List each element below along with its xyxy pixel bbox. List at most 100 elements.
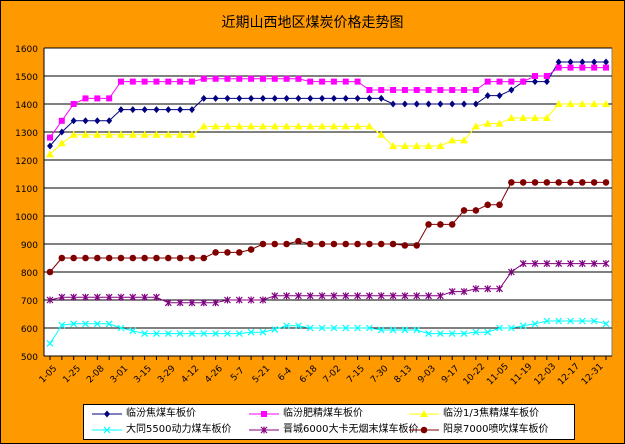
circle-marker [188,254,196,262]
square-marker [248,75,255,82]
x-marker [58,321,66,329]
triangle-marker [116,130,125,138]
star-marker [555,260,563,268]
x-tick-label: 2-08 [85,364,107,386]
circle-marker [519,179,527,186]
triangle-marker [223,122,232,130]
square-marker [261,411,267,417]
square-marker [330,78,337,85]
triangle-marker [199,122,208,130]
x-marker [330,324,338,332]
square-marker [141,78,148,85]
star-marker [436,292,444,300]
triangle-marker [566,100,575,107]
square-marker [224,75,231,82]
diamond-marker [413,100,420,108]
square-marker [319,78,326,85]
triangle-marker [420,410,428,417]
x-tick-label: 6-18 [298,364,320,386]
x-marker [164,330,172,338]
x-marker [401,326,409,334]
legend-label: 临汾1/3焦精煤车板价 [443,408,540,419]
diamond-marker [153,106,160,114]
star-marker [365,292,373,300]
square-marker [591,64,598,71]
circle-marker [543,179,551,186]
square-marker [532,73,539,79]
star-marker [342,292,350,300]
star-marker [46,296,54,304]
triangle-marker [211,122,220,130]
triangle-marker [353,122,362,130]
triangle-marker [176,130,185,138]
star-marker [259,296,267,304]
x-tick-label: 11-19 [509,362,535,388]
x-marker [70,320,78,328]
x-marker [105,320,113,328]
y-tick-label: 800 [21,269,38,279]
circle-marker [247,246,255,253]
triangle-marker [270,122,279,130]
circle-marker [271,240,279,248]
circle-marker [508,179,515,186]
x-marker [472,328,480,336]
circle-marker [354,240,361,248]
y-tick-label: 1400 [15,101,38,111]
y-tick-label: 700 [21,297,38,307]
circle-marker [389,240,397,248]
x-tick-label: 12-17 [556,362,582,388]
diamond-marker [129,106,136,114]
star-marker [260,426,268,434]
square-marker [259,75,266,82]
diamond-marker [248,94,255,102]
star-marker [70,293,78,301]
legend-label: 大同5500动力煤车板价 [126,424,232,435]
star-marker [295,292,302,300]
circle-marker [235,249,243,256]
star-marker [224,296,231,304]
square-marker [106,95,113,102]
diamond-marker [461,100,468,108]
triangle-marker [554,100,563,107]
y-tick-label: 900 [21,241,38,251]
square-marker [200,75,207,82]
square-marker [413,87,420,93]
x-marker [295,322,302,330]
star-marker [176,299,184,307]
circle-marker [590,179,598,186]
star-marker [153,293,160,301]
triangle-marker [306,122,315,130]
x-marker [188,330,196,338]
y-tick-label: 1000 [15,213,38,223]
triangle-marker [187,130,196,138]
legend-swatch [92,426,122,434]
x-tick-label: 1-25 [61,364,83,386]
x-marker [259,328,267,336]
square-marker [295,75,302,82]
square-marker [484,78,491,85]
square-marker [177,78,184,85]
x-marker [354,324,361,332]
x-marker [590,317,598,325]
diamond-marker [330,94,337,102]
star-marker [496,285,503,293]
legend-label: 临汾肥精煤车板价 [283,408,363,419]
diamond-marker [283,94,290,102]
x-marker [460,330,468,338]
diamond-marker [366,94,373,102]
star-marker [235,296,243,304]
square-marker [579,64,586,71]
x-tick-label: 7-02 [322,364,344,386]
diamond-marker [177,106,184,114]
x-tick-label: 4-26 [203,364,225,386]
star-marker [567,260,574,268]
star-marker [271,292,279,300]
square-marker [283,75,290,82]
circle-marker [117,254,125,262]
diamond-marker [82,117,89,125]
star-marker [472,285,480,293]
star-marker [354,292,361,300]
diamond-marker [259,94,266,102]
star-marker [460,288,468,296]
x-marker [377,326,385,334]
